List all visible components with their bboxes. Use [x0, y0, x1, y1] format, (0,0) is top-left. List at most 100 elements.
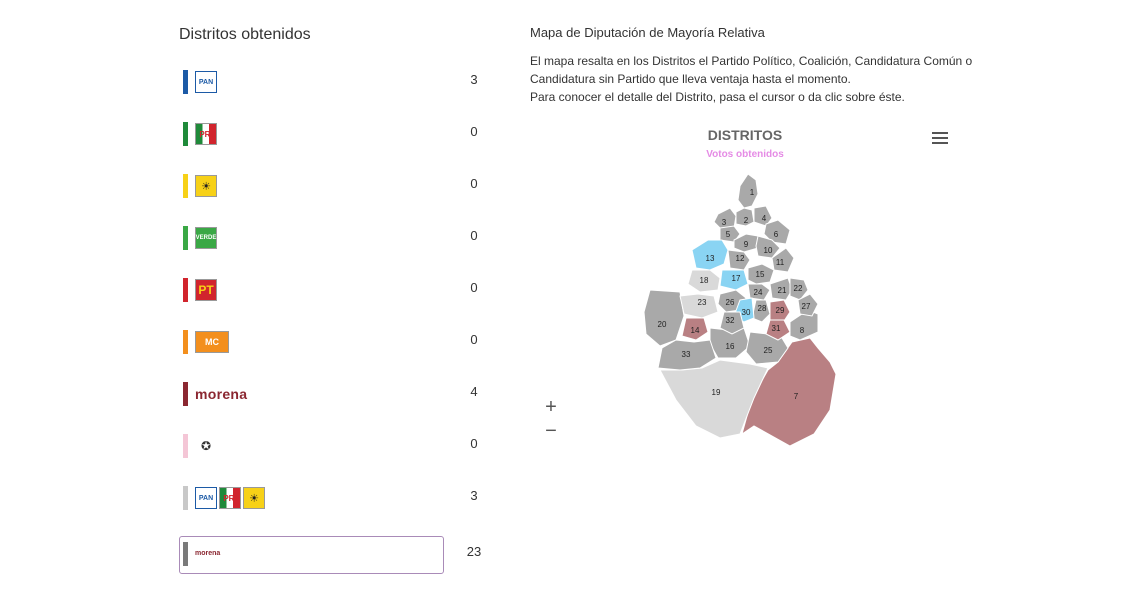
party-row[interactable]: VERDE 0 [179, 220, 489, 260]
party-logos: ☀ [195, 174, 217, 198]
district-4[interactable] [753, 205, 773, 227]
district-17[interactable] [719, 269, 749, 291]
district-label: 14 [691, 326, 700, 335]
party-logos: VERDE [195, 226, 217, 250]
party-color-bar [183, 70, 188, 94]
map-title: Mapa de Diputación de Mayoría Relativa [530, 25, 765, 40]
district-label: 4 [762, 214, 767, 223]
party-logos: morena [195, 542, 220, 566]
party-row[interactable]: PRI 0 [179, 116, 489, 156]
district-13[interactable] [691, 239, 729, 271]
pes-logo: ✪ [195, 435, 217, 457]
district-label: 32 [726, 316, 735, 325]
map-description: El mapa resalta en los Distritos el Part… [530, 52, 1010, 106]
party-row[interactable]: ☀ 0 [179, 168, 489, 208]
prd-logo: ☀ [195, 175, 217, 197]
district-6[interactable] [763, 219, 791, 245]
zoom-in-button[interactable]: + [545, 396, 557, 418]
district-22[interactable] [789, 277, 809, 301]
district-12[interactable] [727, 249, 751, 271]
pan-logo: PAN [195, 487, 217, 509]
district-count: 0 [470, 280, 478, 295]
district-20[interactable] [643, 289, 685, 347]
party-logos: MC [195, 330, 229, 354]
party-logos: morena [195, 382, 247, 406]
pri-logo: PRI [219, 487, 241, 509]
district-count: 4 [470, 384, 478, 399]
party-logos: PAN PRI ☀ [195, 486, 265, 510]
panel-title: Distritos obtenidos [179, 26, 311, 43]
morena-logo: morena [195, 386, 248, 402]
party-logos: PAN [195, 70, 217, 94]
district-24[interactable] [747, 283, 771, 301]
pri-logo: PRI [195, 123, 217, 145]
district-31[interactable] [765, 319, 791, 341]
party-color-bar [183, 122, 188, 146]
district-label: 17 [732, 274, 741, 283]
district-label: 33 [682, 350, 691, 359]
party-color-bar [183, 174, 188, 198]
district-33[interactable] [657, 339, 717, 371]
district-23[interactable] [679, 293, 719, 319]
party-logos: PRI [195, 122, 217, 146]
districts-panel: Distritos obtenidos PAN 3 PRI 0 ☀ 0 VERDE 0 PT 0 M… [179, 24, 499, 574]
map-info: Mapa de Diputación de Mayoría Relativa E… [530, 24, 1010, 104]
district-count: 0 [470, 436, 478, 451]
prd-logo: ☀ [243, 487, 265, 509]
district-count: 3 [470, 72, 478, 87]
district-label: 23 [698, 298, 707, 307]
morena-logo: morena [195, 550, 221, 557]
party-row[interactable]: MC 0 [179, 324, 489, 364]
district-29[interactable] [769, 299, 791, 325]
district-label: 5 [726, 230, 731, 239]
chart-subtitle: Votos obtenidos [706, 149, 784, 160]
zoom-out-button[interactable]: − [545, 420, 557, 442]
district-11[interactable] [771, 247, 795, 273]
district-label: 6 [774, 230, 779, 239]
district-label: 30 [742, 308, 751, 317]
description-line: Candidatura sin Partido que lleva ventaj… [530, 72, 851, 86]
district-32[interactable] [719, 311, 745, 335]
district-label: 1 [750, 188, 755, 197]
district-label: 11 [776, 258, 785, 267]
party-row[interactable]: ✪ 0 [179, 428, 489, 468]
party-row[interactable]: morena 23 [179, 536, 481, 576]
district-count: 0 [470, 124, 478, 139]
district-label: 15 [756, 270, 765, 279]
district-label: 2 [744, 216, 749, 225]
party-color-bar [183, 434, 188, 458]
chart-menu-icon[interactable] [932, 132, 948, 146]
district-count: 0 [470, 176, 478, 191]
district-label: 13 [706, 254, 715, 263]
verde-logo: VERDE [195, 227, 217, 249]
district-label: 20 [658, 320, 667, 329]
district-label: 19 [712, 388, 721, 397]
district-label: 7 [794, 392, 799, 401]
district-label: 27 [802, 302, 811, 311]
district-label: 12 [736, 254, 745, 263]
district-21[interactable] [769, 277, 793, 301]
party-row[interactable]: PAN 3 [179, 64, 489, 104]
district-15[interactable] [747, 263, 775, 285]
district-label: 22 [794, 284, 803, 293]
district-count: 23 [466, 544, 482, 559]
district-1[interactable] [737, 173, 759, 209]
chart-title: DISTRITOS [707, 127, 783, 143]
description-line: El mapa resalta en los Distritos el Part… [530, 54, 973, 68]
district-label: 29 [776, 306, 785, 315]
pan-logo: PAN [195, 71, 217, 93]
district-18[interactable] [687, 269, 721, 293]
party-color-bar [183, 330, 188, 354]
district-label: 31 [772, 324, 781, 333]
party-color-bar [183, 382, 188, 406]
district-label: 26 [726, 298, 735, 307]
party-row[interactable]: PAN PRI ☀ 3 [179, 480, 489, 520]
description-line: Para conocer el detalle del Distrito, pa… [530, 90, 905, 104]
party-row[interactable]: PT 0 [179, 272, 489, 312]
district-label: 10 [764, 246, 773, 255]
district-27[interactable] [797, 293, 819, 317]
party-row[interactable]: morena 4 [179, 376, 489, 416]
party-color-bar [183, 278, 188, 302]
